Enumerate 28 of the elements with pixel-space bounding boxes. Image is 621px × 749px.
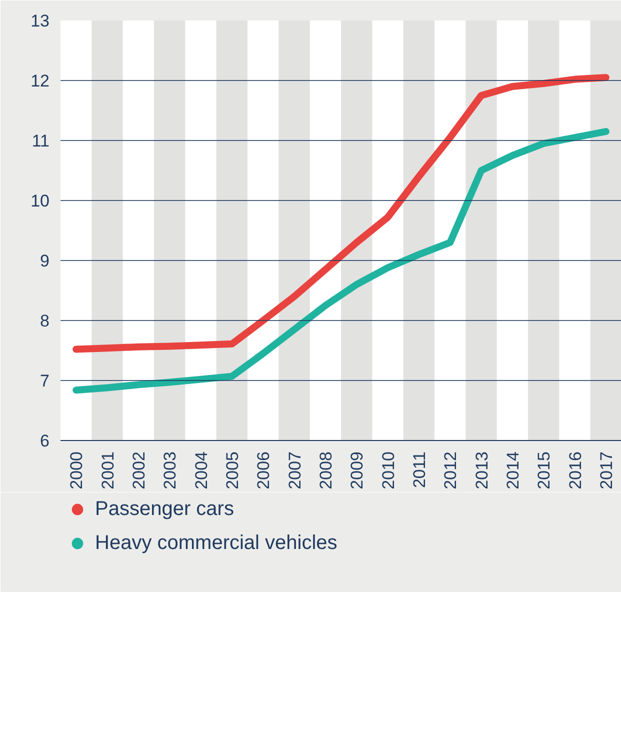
x-tick-label: 2004 bbox=[192, 451, 211, 490]
y-tick-label: 6 bbox=[40, 432, 50, 450]
x-tick-label: 2001 bbox=[98, 451, 118, 490]
x-tick-label: 2008 bbox=[316, 451, 336, 490]
x-tick-label: 2017 bbox=[596, 451, 616, 490]
x-tick-label: 2015 bbox=[534, 451, 554, 490]
legend-label: Passenger cars bbox=[95, 498, 234, 520]
x-tick-label: 2003 bbox=[160, 451, 180, 490]
y-tick-label: 12 bbox=[30, 72, 50, 90]
x-tick-label: 2010 bbox=[378, 451, 398, 490]
y-tick-label: 10 bbox=[30, 192, 50, 210]
x-tick-label: 2000 bbox=[67, 451, 86, 490]
x-tick-label: 2014 bbox=[503, 451, 522, 490]
legend-label: Heavy commercial vehicles bbox=[95, 532, 338, 554]
y-tick-label: 11 bbox=[32, 132, 50, 150]
y-tick-label: 7 bbox=[40, 372, 50, 390]
x-tick-label: 2007 bbox=[285, 451, 304, 490]
x-tick-label: 2002 bbox=[129, 451, 148, 490]
x-tick-label: 2013 bbox=[472, 451, 492, 490]
x-tick-label: 2006 bbox=[254, 451, 274, 490]
x-tick-label: 2016 bbox=[566, 451, 585, 490]
y-tick-label: 13 bbox=[30, 12, 50, 30]
x-tick-label: 2009 bbox=[348, 451, 367, 490]
x-tick-label: 2011 bbox=[410, 451, 429, 488]
x-tick-label: 2005 bbox=[222, 451, 242, 490]
y-tick-label: 8 bbox=[40, 312, 50, 330]
x-tick-label: 2012 bbox=[441, 451, 460, 490]
y-tick-label: 9 bbox=[40, 252, 50, 270]
